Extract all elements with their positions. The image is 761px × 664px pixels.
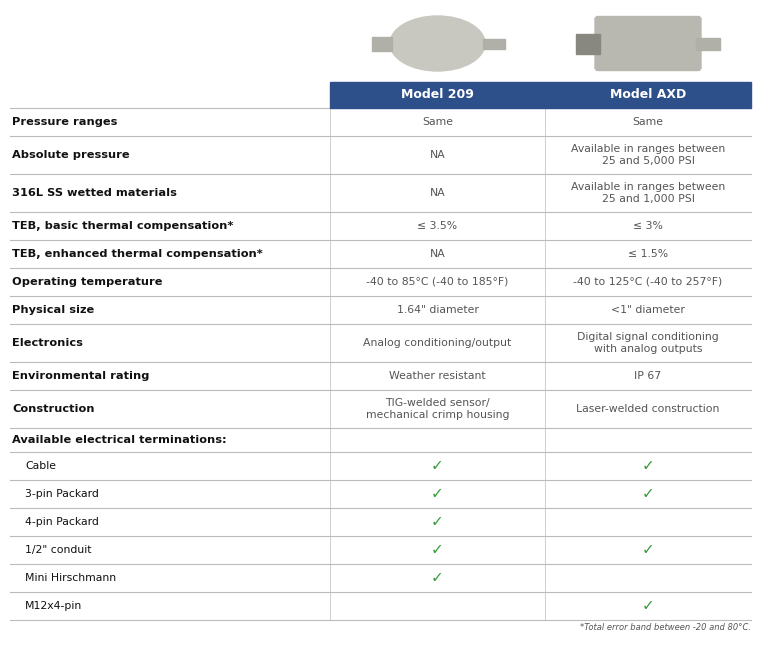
Text: Construction: Construction xyxy=(12,404,94,414)
Text: ✓: ✓ xyxy=(642,487,654,501)
Text: Electronics: Electronics xyxy=(12,338,83,348)
Text: Laser-welded construction: Laser-welded construction xyxy=(576,404,720,414)
Text: NA: NA xyxy=(430,188,445,198)
Text: M12x4-pin: M12x4-pin xyxy=(25,601,82,611)
Text: -40 to 85°C (-40 to 185°F): -40 to 85°C (-40 to 185°F) xyxy=(366,277,508,287)
Text: Analog conditioning/output: Analog conditioning/output xyxy=(363,338,511,348)
Text: ✓: ✓ xyxy=(431,459,444,473)
Text: 4-pin Packard: 4-pin Packard xyxy=(25,517,99,527)
Bar xyxy=(330,82,751,108)
Text: NA: NA xyxy=(430,249,445,259)
Text: Mini Hirschmann: Mini Hirschmann xyxy=(25,573,116,583)
Text: ✓: ✓ xyxy=(642,598,654,614)
Text: Absolute pressure: Absolute pressure xyxy=(12,150,129,160)
Text: 316L SS wetted materials: 316L SS wetted materials xyxy=(12,188,177,198)
Text: 1/2" conduit: 1/2" conduit xyxy=(25,545,91,555)
Text: <1" diameter: <1" diameter xyxy=(611,305,685,315)
Text: Available in ranges between
25 and 1,000 PSI: Available in ranges between 25 and 1,000… xyxy=(571,182,725,204)
Text: Model 209: Model 209 xyxy=(401,88,474,102)
Text: Digital signal conditioning
with analog outputs: Digital signal conditioning with analog … xyxy=(577,332,719,354)
Text: Available electrical terminations:: Available electrical terminations: xyxy=(12,435,227,445)
Text: ≤ 1.5%: ≤ 1.5% xyxy=(628,249,668,259)
Text: 1.64" diameter: 1.64" diameter xyxy=(396,305,479,315)
Text: *Total error band between -20 and 80°C.: *Total error band between -20 and 80°C. xyxy=(580,623,751,632)
Text: ≤ 3%: ≤ 3% xyxy=(633,221,663,231)
Text: NA: NA xyxy=(430,150,445,160)
Text: ✓: ✓ xyxy=(642,459,654,473)
Text: TIG-welded sensor/
mechanical crimp housing: TIG-welded sensor/ mechanical crimp hous… xyxy=(366,398,509,420)
Text: IP 67: IP 67 xyxy=(635,371,661,381)
FancyBboxPatch shape xyxy=(595,17,701,70)
Text: ✓: ✓ xyxy=(642,542,654,558)
Text: -40 to 125°C (-40 to 257°F): -40 to 125°C (-40 to 257°F) xyxy=(573,277,723,287)
Text: Model AXD: Model AXD xyxy=(610,88,686,102)
Text: ✓: ✓ xyxy=(431,570,444,586)
Text: ✓: ✓ xyxy=(431,487,444,501)
Text: 3-pin Packard: 3-pin Packard xyxy=(25,489,99,499)
Bar xyxy=(483,39,505,48)
Text: TEB, enhanced thermal compensation*: TEB, enhanced thermal compensation* xyxy=(12,249,263,259)
Bar xyxy=(372,37,392,50)
Ellipse shape xyxy=(390,16,485,71)
Bar xyxy=(576,33,600,54)
Text: Same: Same xyxy=(632,117,664,127)
Text: Cable: Cable xyxy=(25,461,56,471)
Text: Available in ranges between
25 and 5,000 PSI: Available in ranges between 25 and 5,000… xyxy=(571,144,725,166)
Bar xyxy=(696,37,720,50)
Text: TEB, basic thermal compensation*: TEB, basic thermal compensation* xyxy=(12,221,234,231)
Text: ✓: ✓ xyxy=(431,542,444,558)
Text: Environmental rating: Environmental rating xyxy=(12,371,149,381)
Text: Physical size: Physical size xyxy=(12,305,94,315)
Text: Operating temperature: Operating temperature xyxy=(12,277,163,287)
Text: Pressure ranges: Pressure ranges xyxy=(12,117,117,127)
Text: ✓: ✓ xyxy=(431,515,444,529)
Text: Same: Same xyxy=(422,117,453,127)
Text: Weather resistant: Weather resistant xyxy=(389,371,486,381)
Text: ≤ 3.5%: ≤ 3.5% xyxy=(418,221,457,231)
